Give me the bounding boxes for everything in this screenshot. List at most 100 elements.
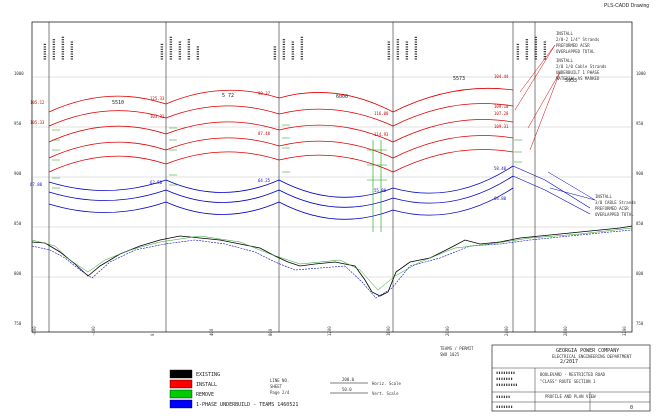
structure-label: ▮▮▮▮▮▮▮▮ [290, 41, 295, 60]
install-elevation: 87.48 [258, 131, 271, 136]
underbuild-elevation: 58.40 [494, 166, 507, 171]
callout-line: 3/0 CABLE Strands [595, 200, 637, 205]
legend-swatch [169, 379, 193, 389]
legend-label: 1-PHASE UNDERBUILD - TEAMS 1460521 [196, 402, 298, 408]
underbuild-elevation-labels: 67.80 62.50 64.25 55.80 64.80 58.40 [30, 166, 507, 201]
underbuild-extension [512, 165, 591, 209]
remove-marks [52, 124, 522, 232]
station-label: 0 [150, 333, 155, 336]
title-notes: ▮▮▮▮▮▮ [496, 394, 510, 399]
install-conductor-3 [48, 119, 514, 143]
callout-leader [529, 71, 561, 151]
install-elevation: 116.00 [374, 111, 389, 116]
left-elevation-label: 800 [14, 271, 22, 276]
left-elevation-label: 1000 [14, 71, 24, 76]
station-label: 2000 [445, 326, 450, 336]
underbuild-elevation: 62.50 [150, 180, 163, 185]
callout-leader [514, 44, 556, 111]
callout-leader [547, 171, 596, 201]
station-label: 400 [209, 328, 214, 336]
span-length-label: 5 72 [222, 93, 234, 99]
structure-label: ▮▮▮▮▮▮▮▮ [386, 41, 391, 60]
ground-profile-green [31, 227, 633, 291]
structure-label: ▮▮▮▮▮▮▮▮▮ [186, 38, 191, 60]
structure-label: ▮▮▮▮▮▮▮▮▮▮ [299, 36, 304, 60]
callout-leader [549, 187, 596, 201]
install-elevation: 109.31 [494, 124, 509, 129]
legend-swatch [169, 399, 193, 409]
scale-bar-label: Horiz. Scale [372, 381, 401, 386]
callout-leaders [514, 44, 561, 151]
title-notes: ▮▮▮▮▮▮▮ [496, 404, 513, 409]
top-right-title: PLS-CADD Drawing [604, 3, 650, 9]
title-block-frame [491, 344, 651, 412]
remove-mark [52, 129, 60, 189]
callout-line: PREFORMED ACSR [595, 206, 629, 211]
right-elevation-label: 800 [636, 271, 644, 276]
station-label: 3200 [622, 326, 627, 336]
remove-mark [514, 139, 522, 163]
left-elevation-label: 750 [14, 321, 22, 326]
underbuild-elevation: 67.80 [30, 182, 43, 187]
install-elevation: 109.10 [494, 104, 509, 109]
span-length-label: 6000 [336, 94, 348, 100]
underbuild-elevation: 64.80 [494, 196, 507, 201]
underbuild-conductors [48, 165, 514, 220]
structure-label: ▮▮▮▮▮▮▮ [515, 43, 520, 60]
issue-block-line: SWO 1025 [440, 352, 460, 357]
span-length-label: 5573 [453, 76, 465, 82]
span-labels: 5510 5 72 6000 5573 5953 [112, 76, 577, 106]
station-label: 2400 [504, 326, 509, 336]
right-elevation-label: 1000 [636, 71, 646, 76]
structure-label: ▮▮▮▮▮▮▮▮▮▮ [168, 36, 173, 60]
callout-leader [527, 71, 561, 129]
underbuild-extension [512, 175, 591, 215]
right-elevation-label: 750 [636, 321, 644, 326]
legend-label: EXISTING [196, 372, 220, 378]
title-block: GEORGIA POWER COMPANY ELECTRICAL ENGINEE… [491, 344, 651, 412]
station-label: 2800 [563, 326, 568, 336]
install-elevation: 105.12 [30, 100, 45, 105]
callout-line: INSTALL [556, 58, 573, 63]
legend-swatch [169, 369, 193, 379]
install-conductors [48, 87, 514, 173]
structure-label: ▮▮▮▮▮▮ [195, 46, 200, 60]
structure-label: ▮▮▮▮▮▮▮▮▮▮ [533, 36, 538, 60]
callout-line: 2/0 1/0 Cable Strands [556, 64, 607, 69]
left-elevation-label: 950 [14, 121, 22, 126]
title-notes: ▮▮▮▮▮▮▮▮▮ [496, 382, 518, 387]
install-elevation: 114.93 [374, 132, 389, 137]
scale-bar-value: 200.0 [342, 377, 355, 382]
underbuild-conductor-3 [48, 187, 514, 220]
callout-line: INSTALL [556, 31, 573, 36]
callout-line: UNDERBUILT 1 PHASE [556, 70, 600, 75]
structure-label: ▮▮▮▮▮▮▮▮▮▮ [60, 36, 65, 60]
title-drawing-type: PROFILE AND PLAN VIEW [545, 394, 596, 399]
scale-bar-label: Vert. Scale [372, 391, 399, 396]
station-label: -800 [32, 326, 37, 336]
station-label: 800 [268, 328, 273, 336]
structure-label: ▮▮▮▮▮▮▮ [159, 43, 164, 60]
title-date: 2/2017 [560, 359, 578, 365]
structure-label: ▮▮▮▮▮▮▮▮▮ [395, 38, 400, 60]
structure-label: ▮▮▮▮▮▮▮ [42, 43, 47, 60]
title-rev: 0 [630, 405, 633, 411]
structure-label: ▮▮▮▮▮▮▮▮ [177, 41, 182, 60]
callout-line: INSTALL [595, 194, 612, 199]
title-project: BOULEVARD - RESTRICTED ROAD [540, 372, 606, 377]
callout-leader [519, 44, 556, 93]
install-elevation: 107.28 [494, 111, 509, 116]
callout-leaders-blue [547, 171, 596, 201]
underbuild-elevation: 55.80 [374, 188, 387, 193]
left-elevation-label: 850 [14, 221, 22, 226]
right-elevation-axis: 1000 950 900 850 800 750 [636, 71, 646, 326]
structure-label: ▮▮▮▮▮▮ [272, 46, 277, 60]
legend-label: INSTALL [196, 382, 217, 388]
callout-line: MATERIAL AS MARKED [556, 76, 600, 81]
legend-swatch [169, 389, 193, 399]
underbuild-conductor-2 [48, 175, 514, 208]
